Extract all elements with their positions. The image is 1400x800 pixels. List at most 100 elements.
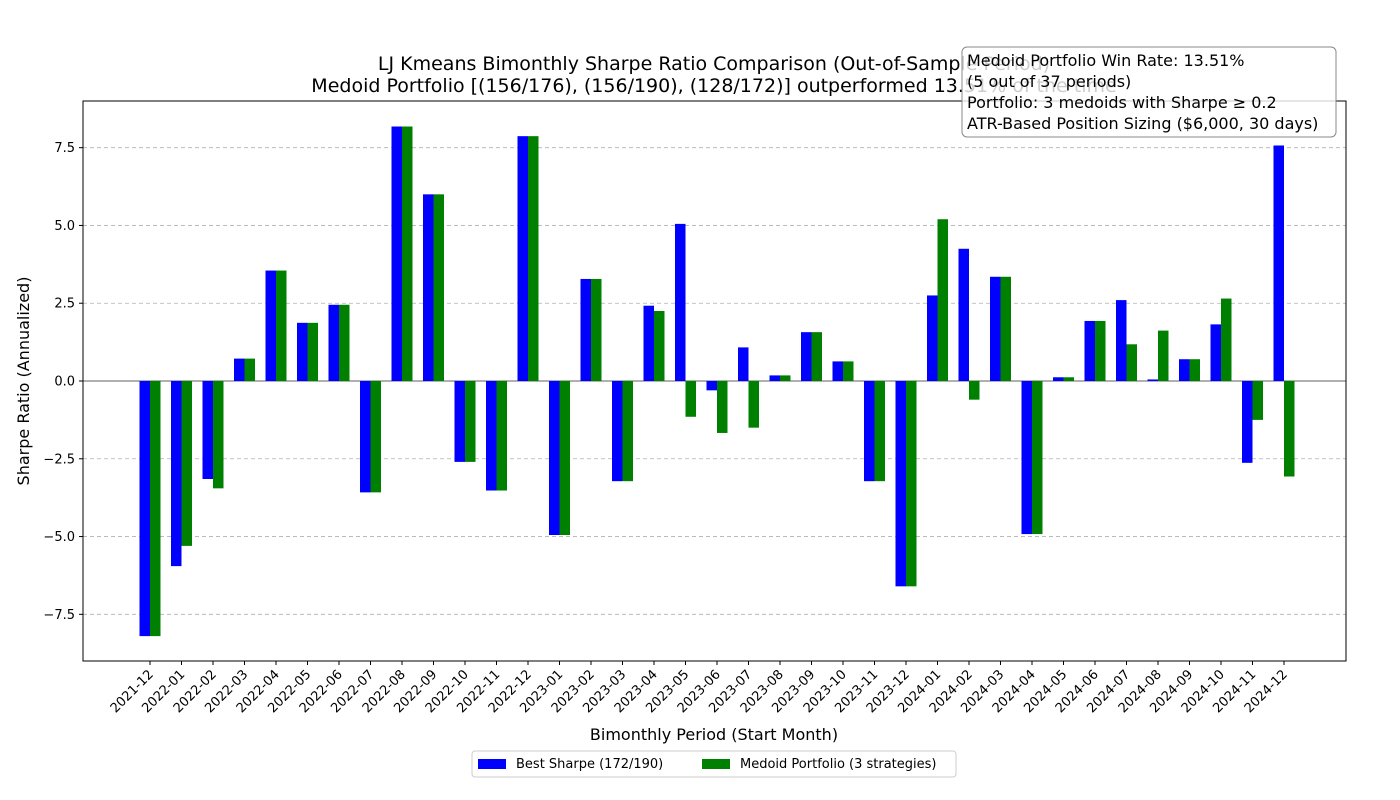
bar-best-sharpe-2022-09 xyxy=(423,194,434,381)
bar-medoid-2022-05 xyxy=(307,322,318,381)
bar-best-sharpe-2022-02 xyxy=(202,381,213,479)
y-axis-label: Sharpe Ratio (Annualized) xyxy=(14,277,33,486)
y-ticks: −7.5 −5.0 −2.5 0.0 2.5 5.0 7.5 xyxy=(43,141,83,623)
annotation-box xyxy=(961,46,1337,138)
bar-best-sharpe-2022-08 xyxy=(391,126,402,381)
bar-medoid-2022-07 xyxy=(370,381,381,493)
bar-medoid-2024-07 xyxy=(1126,344,1137,381)
bar-medoid-2023-04 xyxy=(654,311,665,381)
y-tick-label: −7.5 xyxy=(43,608,75,623)
bar-medoid-2021-12 xyxy=(150,381,161,637)
bar-medoid-2024-02 xyxy=(969,381,980,400)
bar-best-sharpe-2022-03 xyxy=(234,358,245,381)
bar-medoid-2023-09 xyxy=(811,332,822,381)
bar-medoid-2022-12 xyxy=(528,136,539,381)
win-rate-annotation: Medoid Portfolio Win Rate: 13.51% (5 out… xyxy=(961,46,1337,138)
bar-best-sharpe-2023-06 xyxy=(706,381,717,391)
legend: Best Sharpe (172/190) Medoid Portfolio (… xyxy=(471,750,957,778)
bar-medoid-2024-01 xyxy=(937,219,948,381)
bar-medoid-2024-11 xyxy=(1252,381,1263,420)
bar-medoid-2022-09 xyxy=(433,194,444,381)
bar-best-sharpe-2022-07 xyxy=(360,381,371,493)
bar-best-sharpe-2024-12 xyxy=(1273,145,1284,381)
legend-label-best-sharpe: Best Sharpe (172/190) xyxy=(516,757,663,772)
bar-best-sharpe-2023-11 xyxy=(864,381,875,482)
bar-best-sharpe-2024-03 xyxy=(990,276,1001,381)
y-tick-label: 7.5 xyxy=(54,141,75,156)
legend-swatch-best-sharpe xyxy=(478,759,506,769)
bar-best-sharpe-2023-10 xyxy=(832,361,843,381)
legend-swatch-medoid-portfolio xyxy=(702,759,730,769)
bar-medoid-2024-09 xyxy=(1189,359,1200,381)
bar-best-sharpe-2023-05 xyxy=(675,223,686,381)
bar-medoid-2024-10 xyxy=(1221,298,1232,381)
bar-best-sharpe-2022-12 xyxy=(517,136,528,381)
bar-best-sharpe-2022-01 xyxy=(171,381,182,567)
y-tick-label: 5.0 xyxy=(54,219,75,234)
bar-best-sharpe-2023-07 xyxy=(738,347,749,381)
bar-best-sharpe-2024-02 xyxy=(958,248,969,381)
bar-medoid-2024-05 xyxy=(1063,377,1074,381)
bar-best-sharpe-2024-04 xyxy=(1021,381,1032,535)
bar-medoid-2024-08 xyxy=(1158,330,1169,381)
bar-medoid-2022-02 xyxy=(213,381,224,489)
bar-medoid-2023-01 xyxy=(559,381,570,535)
bar-medoid-2023-07 xyxy=(748,381,759,428)
bar-best-sharpe-2021-12 xyxy=(139,381,150,637)
bar-medoid-2022-08 xyxy=(402,126,413,381)
annotation-sizing: ATR-Based Position Sizing ($6,000, 30 da… xyxy=(967,114,1318,133)
bar-best-sharpe-2023-02 xyxy=(580,278,591,381)
chart-title: LJ Kmeans Bimonthly Sharpe Ratio Compari… xyxy=(378,53,1050,75)
bar-medoid-2023-05 xyxy=(685,381,696,417)
bar-best-sharpe-2024-10 xyxy=(1210,324,1221,381)
bar-medoid-2022-11 xyxy=(496,381,507,491)
bar-best-sharpe-2024-01 xyxy=(927,295,938,381)
bar-medoid-2024-04 xyxy=(1032,381,1043,535)
y-tick-label: 0.0 xyxy=(54,375,75,390)
bar-best-sharpe-2023-01 xyxy=(549,381,560,535)
bar-medoid-2022-04 xyxy=(276,270,287,381)
bar-medoid-2024-12 xyxy=(1284,381,1295,477)
bar-best-sharpe-2024-08 xyxy=(1147,379,1158,381)
bar-medoid-2023-11 xyxy=(874,381,885,482)
bar-best-sharpe-2022-06 xyxy=(328,304,339,381)
bar-best-sharpe-2024-11 xyxy=(1242,381,1253,463)
bar-medoid-2023-06 xyxy=(717,381,728,433)
chart-subtitle: Medoid Portfolio [(156/176), (156/190), … xyxy=(311,75,1116,97)
x-ticks: 2021-122022-012022-022022-032022-042022-… xyxy=(108,661,1291,716)
y-tick-label: −2.5 xyxy=(43,452,75,467)
bar-medoid-2024-03 xyxy=(1000,276,1011,381)
bar-medoid-2023-02 xyxy=(591,278,602,381)
bars xyxy=(139,126,1295,637)
x-axis-label: Bimonthly Period (Start Month) xyxy=(590,725,838,744)
annotation-periods: (5 out of 37 periods) xyxy=(967,72,1131,91)
bar-medoid-2022-01 xyxy=(181,381,192,546)
bar-medoid-2024-06 xyxy=(1095,320,1106,381)
y-tick-label: 2.5 xyxy=(54,297,75,312)
bar-medoid-2022-03 xyxy=(244,358,255,381)
bar-medoid-2023-12 xyxy=(906,381,917,587)
bar-medoid-2023-08 xyxy=(780,375,791,381)
bar-best-sharpe-2022-05 xyxy=(297,322,308,381)
bar-best-sharpe-2022-04 xyxy=(265,270,276,381)
bar-medoid-2023-10 xyxy=(843,361,854,381)
annotation-portfolio: Portfolio: 3 medoids with Sharpe ≥ 0.2 xyxy=(967,93,1277,112)
bar-medoid-2023-03 xyxy=(622,381,633,482)
bar-medoid-2022-06 xyxy=(339,304,350,381)
bar-best-sharpe-2024-07 xyxy=(1116,300,1127,381)
bar-best-sharpe-2023-03 xyxy=(612,381,623,482)
bar-best-sharpe-2024-05 xyxy=(1053,377,1064,381)
bar-best-sharpe-2023-08 xyxy=(769,375,780,381)
bar-best-sharpe-2023-09 xyxy=(801,332,812,381)
bar-best-sharpe-2022-10 xyxy=(454,381,465,462)
annotation-win-rate: Medoid Portfolio Win Rate: 13.51% xyxy=(967,51,1245,70)
y-tick-label: −5.0 xyxy=(43,530,75,545)
bar-best-sharpe-2022-11 xyxy=(486,381,497,491)
bar-best-sharpe-2023-12 xyxy=(895,381,906,587)
bar-best-sharpe-2024-09 xyxy=(1179,359,1190,381)
bar-best-sharpe-2024-06 xyxy=(1084,320,1095,381)
bar-medoid-2022-10 xyxy=(465,381,476,462)
legend-label-medoid-portfolio: Medoid Portfolio (3 strategies) xyxy=(740,757,937,772)
bar-best-sharpe-2023-04 xyxy=(643,305,654,381)
